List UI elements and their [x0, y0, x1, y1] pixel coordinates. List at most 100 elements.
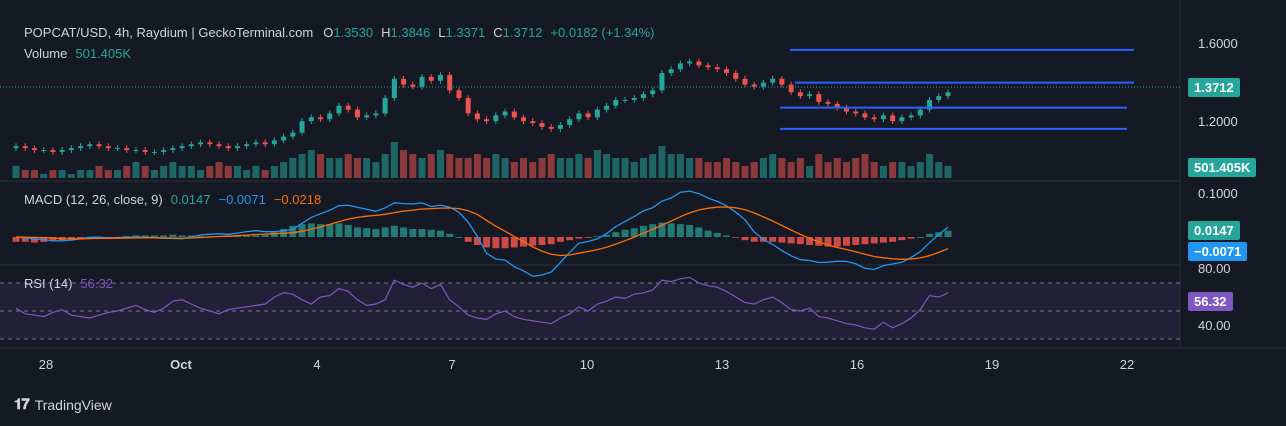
candle-body: [677, 63, 683, 70]
candle-body: [521, 117, 527, 122]
macd-hist-bar: [806, 237, 814, 245]
volume-bar: [326, 158, 334, 178]
macd-hist-bar: [390, 225, 398, 237]
candle-body: [548, 126, 554, 129]
macd-hist-bar: [187, 235, 195, 237]
candle-body: [557, 125, 563, 129]
candle-body: [13, 146, 19, 149]
rsi-label[interactable]: RSI (14): [24, 276, 73, 291]
macd-hist-bar: [270, 232, 278, 237]
macd-hist-bar: [30, 237, 38, 243]
macd-hist-bar: [732, 237, 740, 238]
macd-hist-bar: [695, 227, 703, 237]
volume-bar: [473, 154, 481, 178]
volume-bar: [427, 154, 435, 178]
volume-bar: [676, 154, 684, 178]
macd-hist-bar: [713, 233, 721, 237]
volume-bar: [86, 170, 94, 178]
volume-bar: [187, 166, 195, 178]
candle-body: [696, 61, 702, 66]
open-value: 1.3530: [333, 25, 374, 40]
macd-hist-bar: [852, 237, 860, 245]
symbol-title[interactable]: POPCAT/USD, 4h, Raydium | GeckoTerminal.…: [24, 25, 314, 40]
candle-body: [539, 123, 545, 127]
macd-hist-bar: [907, 237, 915, 239]
candle-body: [530, 121, 536, 124]
volume-bar: [206, 166, 214, 178]
volume-bar: [824, 162, 832, 178]
candle-body: [133, 150, 139, 152]
macd-hist-bar: [483, 237, 491, 248]
macd-hist-bar: [464, 237, 472, 242]
macd-hist-bar: [750, 237, 758, 242]
volume-bar: [510, 162, 518, 178]
candle-body: [659, 73, 665, 91]
volume-bar: [704, 162, 712, 178]
volume-bar: [695, 158, 703, 178]
volume-bar: [335, 158, 343, 178]
macd-hist-bar: [898, 237, 906, 241]
volume-bar: [436, 150, 444, 178]
volume-bar: [67, 174, 75, 178]
candle-body: [825, 101, 831, 104]
candle-body: [96, 144, 102, 147]
macd-hist-bar: [436, 230, 444, 237]
candle-body: [493, 115, 499, 122]
macd-hist-bar: [741, 237, 749, 241]
candle-body: [899, 117, 905, 122]
time-tick: 13: [715, 357, 729, 372]
candle-body: [373, 113, 379, 116]
volume-bar: [889, 162, 897, 178]
macd-hist-bar: [612, 232, 620, 237]
candle-body: [733, 73, 739, 79]
macd-hist-bar: [556, 237, 564, 242]
candle-body: [290, 132, 296, 137]
candle-body: [437, 74, 443, 81]
candle-body: [834, 103, 840, 108]
candle-body: [779, 78, 785, 85]
candle-body: [871, 117, 877, 120]
macd-hist-bar: [261, 234, 269, 237]
macd-hist-bar: [861, 237, 869, 245]
tradingview-brand[interactable]: 𝟏𝟕 TradingView: [14, 396, 112, 413]
volume-bar: [160, 166, 168, 178]
macd-hist-bar: [344, 225, 352, 237]
volume-bar: [40, 174, 48, 178]
macd-hist-bar: [833, 237, 841, 247]
macd-hist-bar: [400, 227, 408, 237]
candle-body: [216, 144, 222, 147]
volume-bar: [658, 146, 666, 178]
horizontal-levels[interactable]: [780, 48, 1134, 130]
volume-bar: [21, 170, 29, 178]
volume-bar: [723, 158, 731, 178]
candle-body: [640, 94, 646, 99]
candlesticks: [13, 58, 951, 155]
candle-body: [890, 115, 896, 122]
macd-hist-bar: [252, 235, 260, 237]
candle-body: [179, 146, 185, 149]
volume-bar: [104, 170, 112, 178]
candle-body: [50, 150, 56, 152]
candle-body: [880, 115, 886, 120]
candle-body: [604, 105, 610, 110]
volume-bars: [12, 142, 952, 178]
macd-hist-bar: [363, 228, 371, 237]
candle-body: [807, 94, 813, 97]
candle-body: [622, 99, 628, 101]
volume-bar: [769, 154, 777, 178]
volume-bar: [49, 170, 57, 178]
macd-label[interactable]: MACD (12, 26, close, 9): [24, 192, 163, 207]
candle-body: [502, 111, 508, 116]
change-value: +0.0182 (+1.34%): [550, 25, 655, 40]
volume-label[interactable]: Volume: [24, 46, 68, 61]
macd-hist-bar: [879, 237, 887, 243]
candle-body: [401, 78, 407, 85]
candle-body: [751, 84, 757, 87]
candle-body: [760, 82, 766, 87]
volume-bar: [169, 162, 177, 178]
candle-body: [511, 111, 517, 118]
time-tick: 19: [985, 357, 999, 372]
candle-body: [687, 61, 693, 64]
